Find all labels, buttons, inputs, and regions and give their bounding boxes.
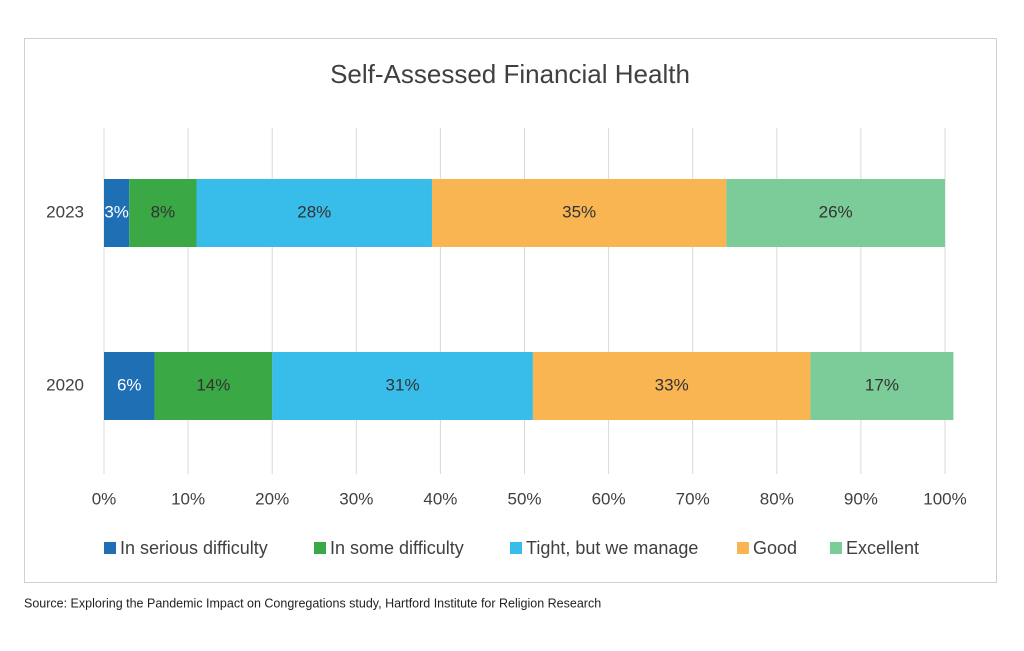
chart-title: Self-Assessed Financial Health — [330, 59, 690, 89]
legend-label: Excellent — [846, 538, 919, 558]
legend-label: Tight, but we manage — [526, 538, 698, 558]
y-tick-label: 2020 — [46, 375, 84, 394]
data-label: 33% — [655, 375, 689, 394]
data-label: 35% — [562, 202, 596, 221]
x-tick-label: 10% — [171, 489, 205, 508]
bar-segment — [272, 352, 533, 420]
x-tick-label: 60% — [592, 489, 626, 508]
bar-segment — [196, 179, 432, 247]
bar-segment — [810, 352, 954, 420]
legend-swatch — [510, 542, 522, 554]
legend-swatch — [737, 542, 749, 554]
x-tick-label: 30% — [339, 489, 373, 508]
bar-segment — [154, 352, 273, 420]
data-label: 14% — [196, 375, 230, 394]
bar-segment — [104, 179, 130, 247]
chart-frame — [24, 38, 997, 583]
x-tick-label: 20% — [255, 489, 289, 508]
y-tick-label: 2023 — [46, 202, 84, 221]
legend-swatch — [830, 542, 842, 554]
data-label: 28% — [297, 202, 331, 221]
data-label: 3% — [104, 202, 129, 221]
legend-label: In some difficulty — [330, 538, 464, 558]
bar-segment — [104, 352, 155, 420]
x-tick-label: 70% — [676, 489, 710, 508]
x-tick-label: 80% — [760, 489, 794, 508]
data-label: 26% — [819, 202, 853, 221]
data-label: 8% — [151, 202, 176, 221]
x-tick-label: 40% — [423, 489, 457, 508]
data-label: 31% — [386, 375, 420, 394]
x-tick-label: 100% — [923, 489, 966, 508]
x-tick-label: 90% — [844, 489, 878, 508]
legend-swatch — [104, 542, 116, 554]
x-tick-label: 0% — [92, 489, 117, 508]
bar-segment — [431, 179, 727, 247]
x-tick-label: 50% — [507, 489, 541, 508]
bar-segment — [129, 179, 197, 247]
legend-label: In serious difficulty — [120, 538, 268, 558]
bar-segment — [532, 352, 811, 420]
data-label: 6% — [117, 375, 142, 394]
bar-segment — [726, 179, 945, 247]
legend-label: Good — [753, 538, 797, 558]
source-note: Source: Exploring the Pandemic Impact on… — [24, 596, 601, 610]
legend-swatch — [314, 542, 326, 554]
data-label: 17% — [865, 375, 899, 394]
